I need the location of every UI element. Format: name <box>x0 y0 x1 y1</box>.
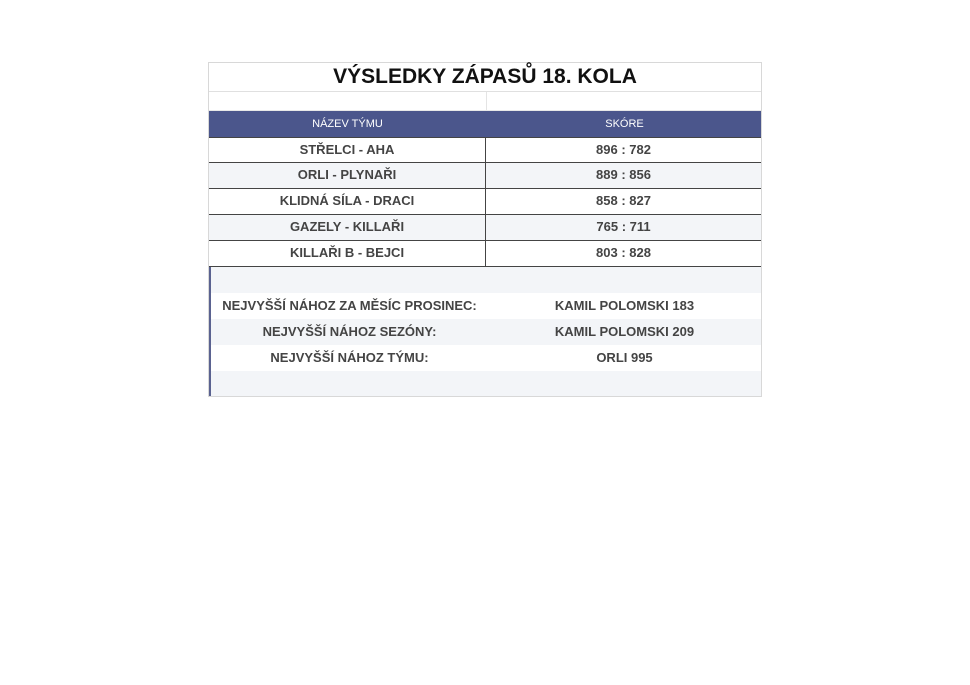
spacer-row <box>211 267 761 293</box>
match-score: 889 : 856 <box>596 167 651 182</box>
match-score: 858 : 827 <box>596 193 651 208</box>
match-teams: KILLAŘI B - BEJCI <box>209 241 486 266</box>
stat-value: ORLI 995 <box>596 350 653 365</box>
spacer-row <box>211 371 761 396</box>
table-row: KILLAŘI B - BEJCI 803 : 828 <box>209 241 761 267</box>
match-teams: GAZELY - KILLAŘI <box>209 215 486 240</box>
stat-label: NEJVYŠŠÍ NÁHOZ TÝMU: <box>270 350 429 365</box>
match-teams: ORLI - PLYNAŘI <box>209 163 486 188</box>
table-row: STŘELCI - AHA 896 : 782 <box>209 137 761 163</box>
match-score: 803 : 828 <box>596 245 651 260</box>
table-row: KLIDNÁ SÍLA - DRACI 858 : 827 <box>209 189 761 215</box>
stats-section: NEJVYŠŠÍ NÁHOZ ZA MĚSÍC PROSINEC: KAMIL P… <box>209 267 761 396</box>
stat-row: NEJVYŠŠÍ NÁHOZ TÝMU: ORLI 995 <box>211 345 761 371</box>
stat-value: KAMIL POLOMSKI 209 <box>554 324 695 339</box>
stat-row: NEJVYŠŠÍ NÁHOZ ZA MĚSÍC PROSINEC: KAMIL P… <box>211 293 761 319</box>
page-title: VÝSLEDKY ZÁPASŮ 18. KOLA <box>209 63 761 92</box>
stat-label: NEJVYŠŠÍ NÁHOZ ZA MĚSÍC PROSINEC: <box>222 298 477 313</box>
match-score: 896 : 782 <box>596 142 651 157</box>
stat-label: NEJVYŠŠÍ NÁHOZ SEZÓNY: <box>262 324 437 339</box>
table-row: GAZELY - KILLAŘI 765 : 711 <box>209 215 761 241</box>
match-score: 765 : 711 <box>596 219 651 234</box>
stat-value: KAMIL POLOMSKI 183 <box>554 298 695 313</box>
results-sheet: VÝSLEDKY ZÁPASŮ 18. KOLA NÁZEV TÝMU SKÓR… <box>208 62 762 397</box>
match-teams: KLIDNÁ SÍLA - DRACI <box>209 189 486 214</box>
match-teams: STŘELCI - AHA <box>209 138 486 162</box>
blank-row <box>209 92 761 111</box>
header-team: NÁZEV TÝMU <box>312 118 383 130</box>
table-row: ORLI - PLYNAŘI 889 : 856 <box>209 163 761 189</box>
stat-row: NEJVYŠŠÍ NÁHOZ SEZÓNY: KAMIL POLOMSKI 209 <box>211 319 761 345</box>
table-header: NÁZEV TÝMU SKÓRE <box>209 111 761 137</box>
header-score: SKÓRE <box>605 118 644 130</box>
